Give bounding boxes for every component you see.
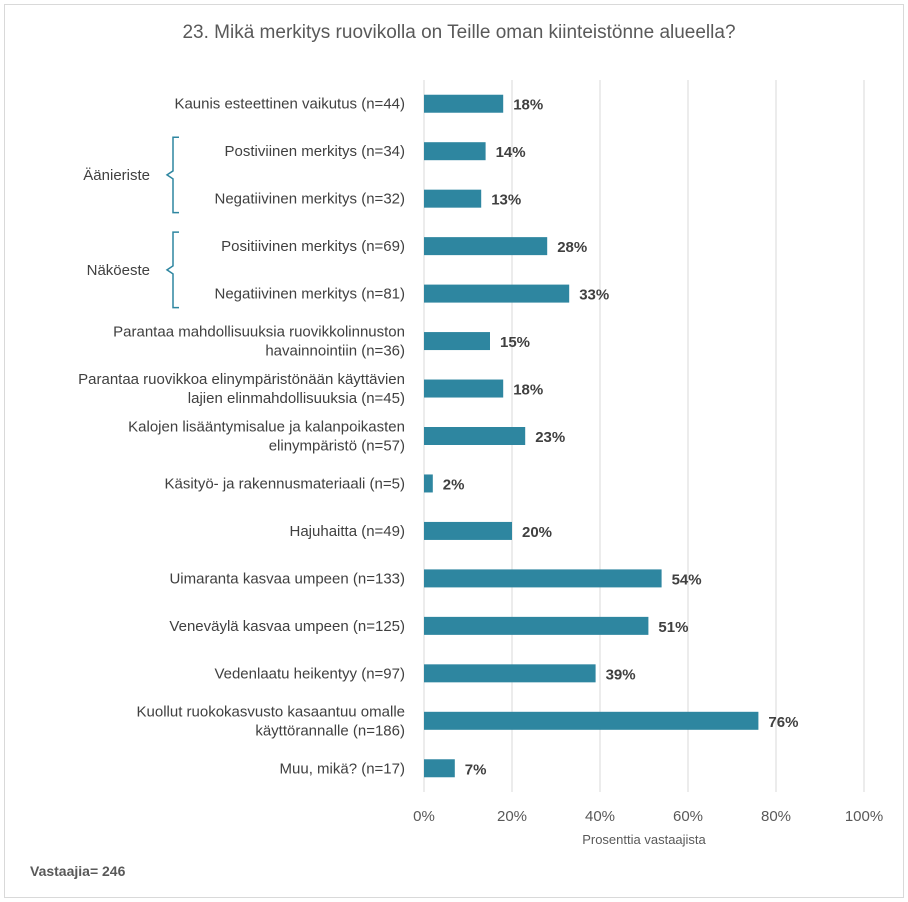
category-label: Muu, mikä? (n=17) bbox=[280, 760, 405, 777]
bar bbox=[424, 521, 512, 540]
respondents-footer: Vastaajia= 246 bbox=[30, 863, 126, 879]
data-label: 54% bbox=[672, 571, 702, 588]
category-label: havainnointiin (n=36) bbox=[265, 343, 405, 360]
x-tick-label: 60% bbox=[673, 808, 703, 825]
data-label: 20% bbox=[522, 524, 552, 541]
category-label: Postiviinen merkitys (n=34) bbox=[225, 143, 405, 160]
data-label: 15% bbox=[500, 334, 530, 351]
x-axis-title: Prosenttia vastaajista bbox=[582, 832, 706, 847]
category-label: Vedenlaatu heikentyy (n=97) bbox=[214, 665, 405, 682]
category-label: Kaunis esteettinen vaikutus (n=44) bbox=[174, 96, 405, 113]
bars: 18% 14% 13% 28% 33% 15% 18% 23% 2% 20% 54% 51% 39% 76… bbox=[424, 94, 798, 778]
category-label: Käsityö- ja rakennusmateriaali (n=5) bbox=[164, 475, 405, 492]
data-label: 39% bbox=[606, 666, 636, 683]
x-tick-label: 40% bbox=[585, 808, 615, 825]
data-label: 76% bbox=[768, 714, 798, 731]
bar bbox=[424, 332, 490, 351]
bar bbox=[424, 474, 433, 493]
bar bbox=[424, 759, 455, 778]
data-label: 7% bbox=[465, 761, 487, 778]
bar bbox=[424, 711, 759, 730]
bar bbox=[424, 237, 548, 256]
bar bbox=[424, 94, 504, 113]
group-label: Näköeste bbox=[87, 262, 150, 279]
data-label: 28% bbox=[557, 239, 587, 256]
category-label: Negatiivinen merkitys (n=81) bbox=[215, 286, 406, 303]
x-tick-label: 0% bbox=[413, 808, 435, 825]
group-brackets: Äänieriste Näköeste bbox=[83, 136, 179, 309]
x-tick-label: 80% bbox=[761, 808, 791, 825]
data-label: 18% bbox=[513, 97, 543, 114]
data-label: 23% bbox=[535, 429, 565, 446]
category-label: Kuollut ruokokasvusto kasaantuu omalle bbox=[137, 703, 406, 720]
category-label: Veneväylä kasvaa umpeen (n=125) bbox=[169, 618, 405, 635]
data-label: 33% bbox=[579, 287, 609, 304]
x-tick-label: 20% bbox=[497, 808, 527, 825]
category-label: Parantaa ruovikkoa elinympäristönään käy… bbox=[78, 371, 405, 388]
data-label: 13% bbox=[491, 192, 521, 209]
bar bbox=[424, 569, 662, 588]
chart-title: 23. Mikä merkitys ruovikolla on Teille o… bbox=[182, 22, 735, 43]
data-label: 2% bbox=[443, 476, 465, 493]
bar bbox=[424, 142, 486, 161]
category-label: Negatiivinen merkitys (n=32) bbox=[215, 191, 406, 208]
chart-frame: 23. Mikä merkitys ruovikolla on Teille o… bbox=[4, 4, 904, 898]
bar bbox=[424, 284, 570, 303]
data-label: 14% bbox=[496, 144, 526, 161]
chart-svg: 23. Mikä merkitys ruovikolla on Teille o… bbox=[30, 22, 883, 879]
bar bbox=[424, 379, 504, 398]
category-label: Parantaa mahdollisuuksia ruovikkolinnust… bbox=[113, 324, 405, 341]
category-label: lajien elinmahdollisuuksia (n=45) bbox=[188, 390, 405, 407]
category-label: elinympäristö (n=57) bbox=[269, 438, 405, 455]
x-axis-ticks: 0% 20% 40% 60% 80% 100% bbox=[413, 808, 883, 825]
category-label: Kalojen lisääntymisalue ja kalanpoikaste… bbox=[128, 419, 405, 436]
data-label: 51% bbox=[658, 619, 688, 636]
x-tick-label: 100% bbox=[845, 808, 883, 825]
group-label: Äänieriste bbox=[83, 167, 150, 184]
bar bbox=[424, 189, 482, 208]
category-label: Hajuhaitta (n=49) bbox=[290, 523, 406, 540]
category-label: Uimaranta kasvaa umpeen (n=133) bbox=[169, 570, 405, 587]
bar bbox=[424, 616, 649, 635]
category-labels: Kaunis esteettinen vaikutus (n=44) Postiv… bbox=[78, 96, 405, 778]
bar bbox=[424, 664, 596, 683]
category-label: Positiivinen merkitys (n=69) bbox=[221, 238, 405, 255]
data-label: 18% bbox=[513, 382, 543, 399]
group-bracket bbox=[165, 136, 179, 214]
bar bbox=[424, 427, 526, 445]
category-label: käyttörannalle (n=186) bbox=[255, 722, 405, 739]
group-bracket bbox=[165, 231, 179, 309]
